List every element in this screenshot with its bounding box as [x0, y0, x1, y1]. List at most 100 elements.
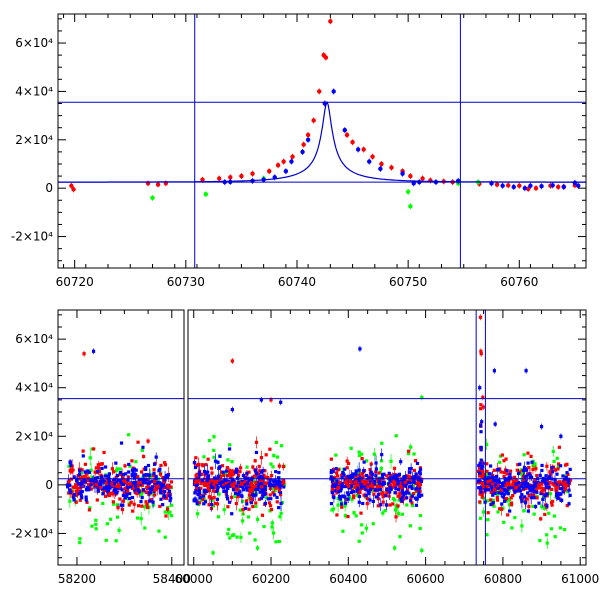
bottom-data-point: [518, 462, 522, 466]
bottom-data-point: [376, 493, 380, 497]
bottom-data-point: [338, 494, 342, 499]
bottom-data-point: [418, 470, 422, 474]
bottom-data-point: [163, 461, 167, 465]
bottom-data-point: [72, 492, 77, 497]
bottom-data-point: [129, 500, 133, 504]
bottom-data-point: [229, 495, 234, 499]
bottom-data-point: [372, 481, 377, 485]
bottom-data-point: [97, 466, 101, 470]
bottom-data-point: [146, 439, 150, 443]
bottom-data-point: [118, 470, 123, 475]
bottom-data-point: [131, 471, 135, 475]
bottom-data-point: [197, 501, 202, 505]
bottom-data-point: [554, 468, 558, 472]
bottom-data-point: [168, 498, 172, 503]
bottom-data-point: [496, 486, 501, 490]
top-red-point: [408, 173, 413, 179]
bottom-data-point: [410, 504, 415, 508]
bottom-data-point: [520, 524, 524, 528]
bottom-data-point: [117, 485, 121, 489]
bottom-data-point: [496, 483, 500, 487]
bottom-data-point: [145, 485, 149, 490]
bottom-data-point: [358, 487, 362, 491]
bottom-data-point: [408, 478, 413, 483]
bottom-data-point: [281, 464, 286, 469]
bottom-data-point: [545, 494, 549, 498]
bottom-data-point: [406, 479, 410, 484]
top-red-point: [517, 183, 522, 188]
bottom-data-point: [514, 482, 518, 486]
bottom-data-point: [543, 494, 547, 498]
bottom-data-point: [507, 489, 511, 493]
bottom-data-point: [152, 471, 156, 476]
bottom-data-point: [202, 469, 207, 474]
bottom-data-point: [279, 400, 283, 404]
bottom-data-point: [118, 473, 122, 477]
bottom-data-point: [415, 497, 419, 501]
bottom-data-point: [92, 447, 96, 451]
bottom-data-point: [491, 475, 495, 480]
bottom-data-point: [397, 511, 401, 516]
bottom-data-point: [83, 474, 87, 478]
bottom-data-point: [391, 502, 395, 506]
bottom-data-point: [144, 500, 148, 504]
bottom-data-point: [261, 468, 265, 473]
bottom-data-point: [256, 517, 260, 521]
bottom-data-point: [144, 478, 148, 483]
bottom-data-point: [479, 352, 483, 356]
bottom-data-point: [211, 485, 215, 490]
bottom-data-point: [259, 398, 263, 402]
bottom-data-point: [565, 483, 569, 487]
bottom-data-point: [477, 463, 482, 467]
bottom-data-point: [158, 472, 163, 476]
bottom-data-point: [357, 450, 361, 454]
bottom-data-point: [127, 470, 131, 474]
top-blue-point: [522, 185, 528, 191]
bottom-data-point: [223, 478, 227, 482]
bottom-data-point: [219, 470, 224, 474]
bottom-data-point: [237, 490, 242, 494]
bottom-data-point: [412, 468, 417, 473]
bottom-data-point: [371, 484, 375, 489]
bottom-data-point: [192, 461, 197, 465]
bottom-data-point: [199, 493, 203, 497]
bottom-data-point: [503, 479, 507, 483]
bottom-data-point: [205, 489, 209, 494]
bottom-data-point: [107, 474, 111, 478]
bottom-data-point: [338, 481, 342, 485]
top-reference-lines: [58, 14, 586, 268]
bottom-x-tick-label: 58200: [58, 572, 96, 586]
bottom-data-point: [498, 460, 502, 464]
bottom-data-point: [525, 497, 529, 501]
bottom-data-point: [96, 476, 100, 480]
bottom-data-point: [538, 539, 542, 543]
bottom-data-point: [147, 482, 151, 486]
bottom-data-point: [509, 501, 514, 505]
bottom-data-point: [168, 494, 172, 498]
bottom-data-point: [345, 459, 349, 463]
bottom-data-point: [360, 452, 364, 456]
bottom-data-point: [565, 471, 569, 475]
bottom-data-point: [259, 496, 263, 500]
bottom-data-point: [504, 457, 508, 461]
bottom-data-point: [552, 459, 556, 463]
bottom-data-point: [521, 486, 525, 490]
bottom-data-point: [519, 468, 523, 472]
bottom-data-point: [540, 489, 544, 494]
bottom-data-point: [497, 488, 501, 492]
bottom-data-point: [363, 487, 367, 491]
bottom-data-point: [79, 491, 83, 495]
top-blue-point: [561, 184, 566, 190]
bottom-data-point: [529, 484, 533, 488]
bottom-data-point: [243, 478, 247, 482]
bottom-data-point: [144, 481, 148, 485]
bottom-data-point: [509, 503, 514, 507]
bottom-data-point: [377, 487, 381, 491]
bottom-data-point: [497, 480, 502, 485]
bottom-data-point: [535, 473, 539, 478]
bottom-data-point: [403, 480, 407, 485]
bottom-data-point: [542, 506, 547, 510]
bottom-data-point: [114, 539, 118, 543]
bottom-data-point: [533, 477, 537, 482]
bottom-data-point: [524, 474, 528, 478]
